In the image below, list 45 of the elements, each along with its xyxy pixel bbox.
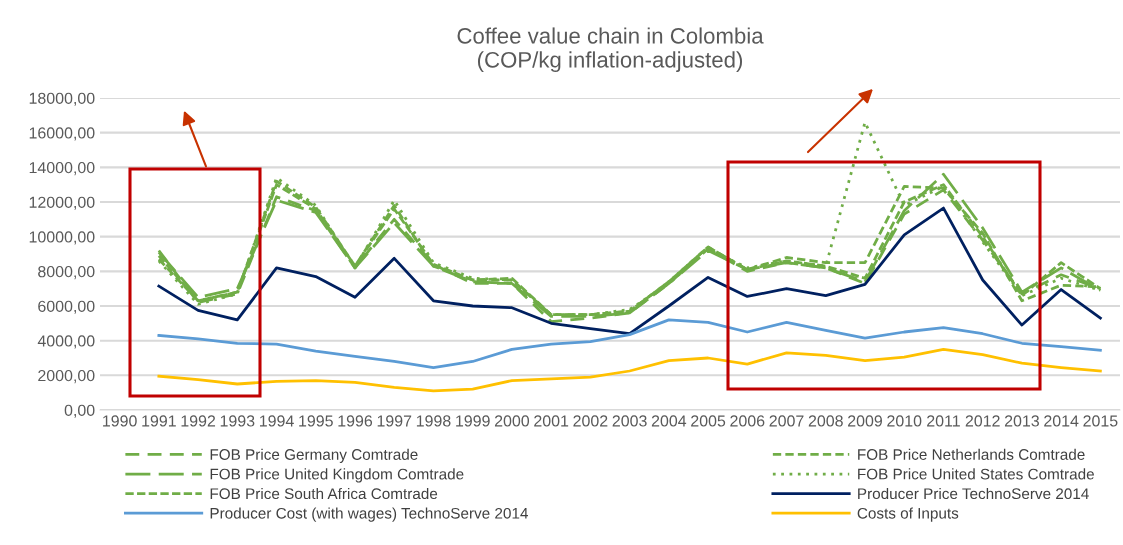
x-tick-label: 2003 (612, 415, 647, 427)
x-tick-label: 2006 (730, 415, 765, 427)
x-tick-label: 1991 (142, 415, 176, 427)
x-tick-label: 1999 (456, 415, 490, 427)
x-tick-label: 1997 (377, 415, 412, 427)
legend-label: Producer Cost (with wages) TechnoServe 2014 (210, 507, 528, 522)
x-tick-label: 1994 (259, 415, 294, 427)
x-tick-label: 1995 (299, 415, 333, 427)
x-tick-label: 2015 (1083, 415, 1118, 427)
y-tick-label: 12000,00 (29, 196, 95, 210)
x-tick-label: 2014 (1044, 415, 1079, 427)
x-tick-label: 2001 (534, 415, 569, 427)
legend-label: Producer Price TechnoServe 2014 (858, 487, 1089, 500)
x-tick-label: 2004 (651, 415, 687, 427)
x-tick-label: 2008 (808, 415, 843, 427)
x-tick-label: 2013 (1004, 415, 1039, 427)
x-tick-label: 1998 (416, 415, 451, 427)
x-tick-label: 2002 (573, 415, 608, 427)
y-tick-label: 16000,00 (29, 127, 95, 141)
legend-label: FOB Price United Kingdom Comtrade (210, 468, 464, 483)
x-tick-label: 2009 (848, 415, 883, 427)
legend-label: FOB Price Netherlands Comtrade (858, 448, 1085, 460)
x-tick-label: 2012 (965, 415, 1000, 427)
x-tick-label: 2005 (691, 415, 726, 427)
x-tick-label: 1990 (103, 415, 137, 427)
x-tick-label: 2000 (494, 415, 530, 427)
legend-label: FOB Price Germany Comtrade (210, 448, 418, 463)
y-tick-label: 0,00 (64, 404, 95, 418)
chart-title: Coffee value chain in Colombia (COP/kg inflation-adjusted) (457, 27, 764, 73)
y-tick-label: 4000,00 (37, 335, 95, 349)
y-tick-label: 18000,00 (29, 92, 95, 106)
y-tick-label: 6000,00 (38, 300, 95, 314)
legend-label: Costs of Inputs (857, 507, 959, 522)
y-tick-label: 10000,00 (29, 231, 95, 245)
y-tick-label: 14000,00 (29, 161, 95, 176)
y-tick-label: 8000,00 (38, 265, 95, 280)
x-tick-label: 2010 (887, 415, 922, 427)
x-tick-label: 1996 (338, 415, 373, 427)
x-tick-label: 2011 (927, 415, 960, 427)
legend-label: FOB Price South Africa Comtrade (210, 487, 438, 500)
y-tick-label: 2000,00 (38, 369, 95, 384)
legend-label: FOB Price United States Comtrade (858, 468, 1094, 480)
x-tick-label: 1992 (181, 415, 216, 427)
x-tick-label: 1993 (220, 415, 255, 427)
x-tick-label: 2007 (769, 415, 804, 427)
